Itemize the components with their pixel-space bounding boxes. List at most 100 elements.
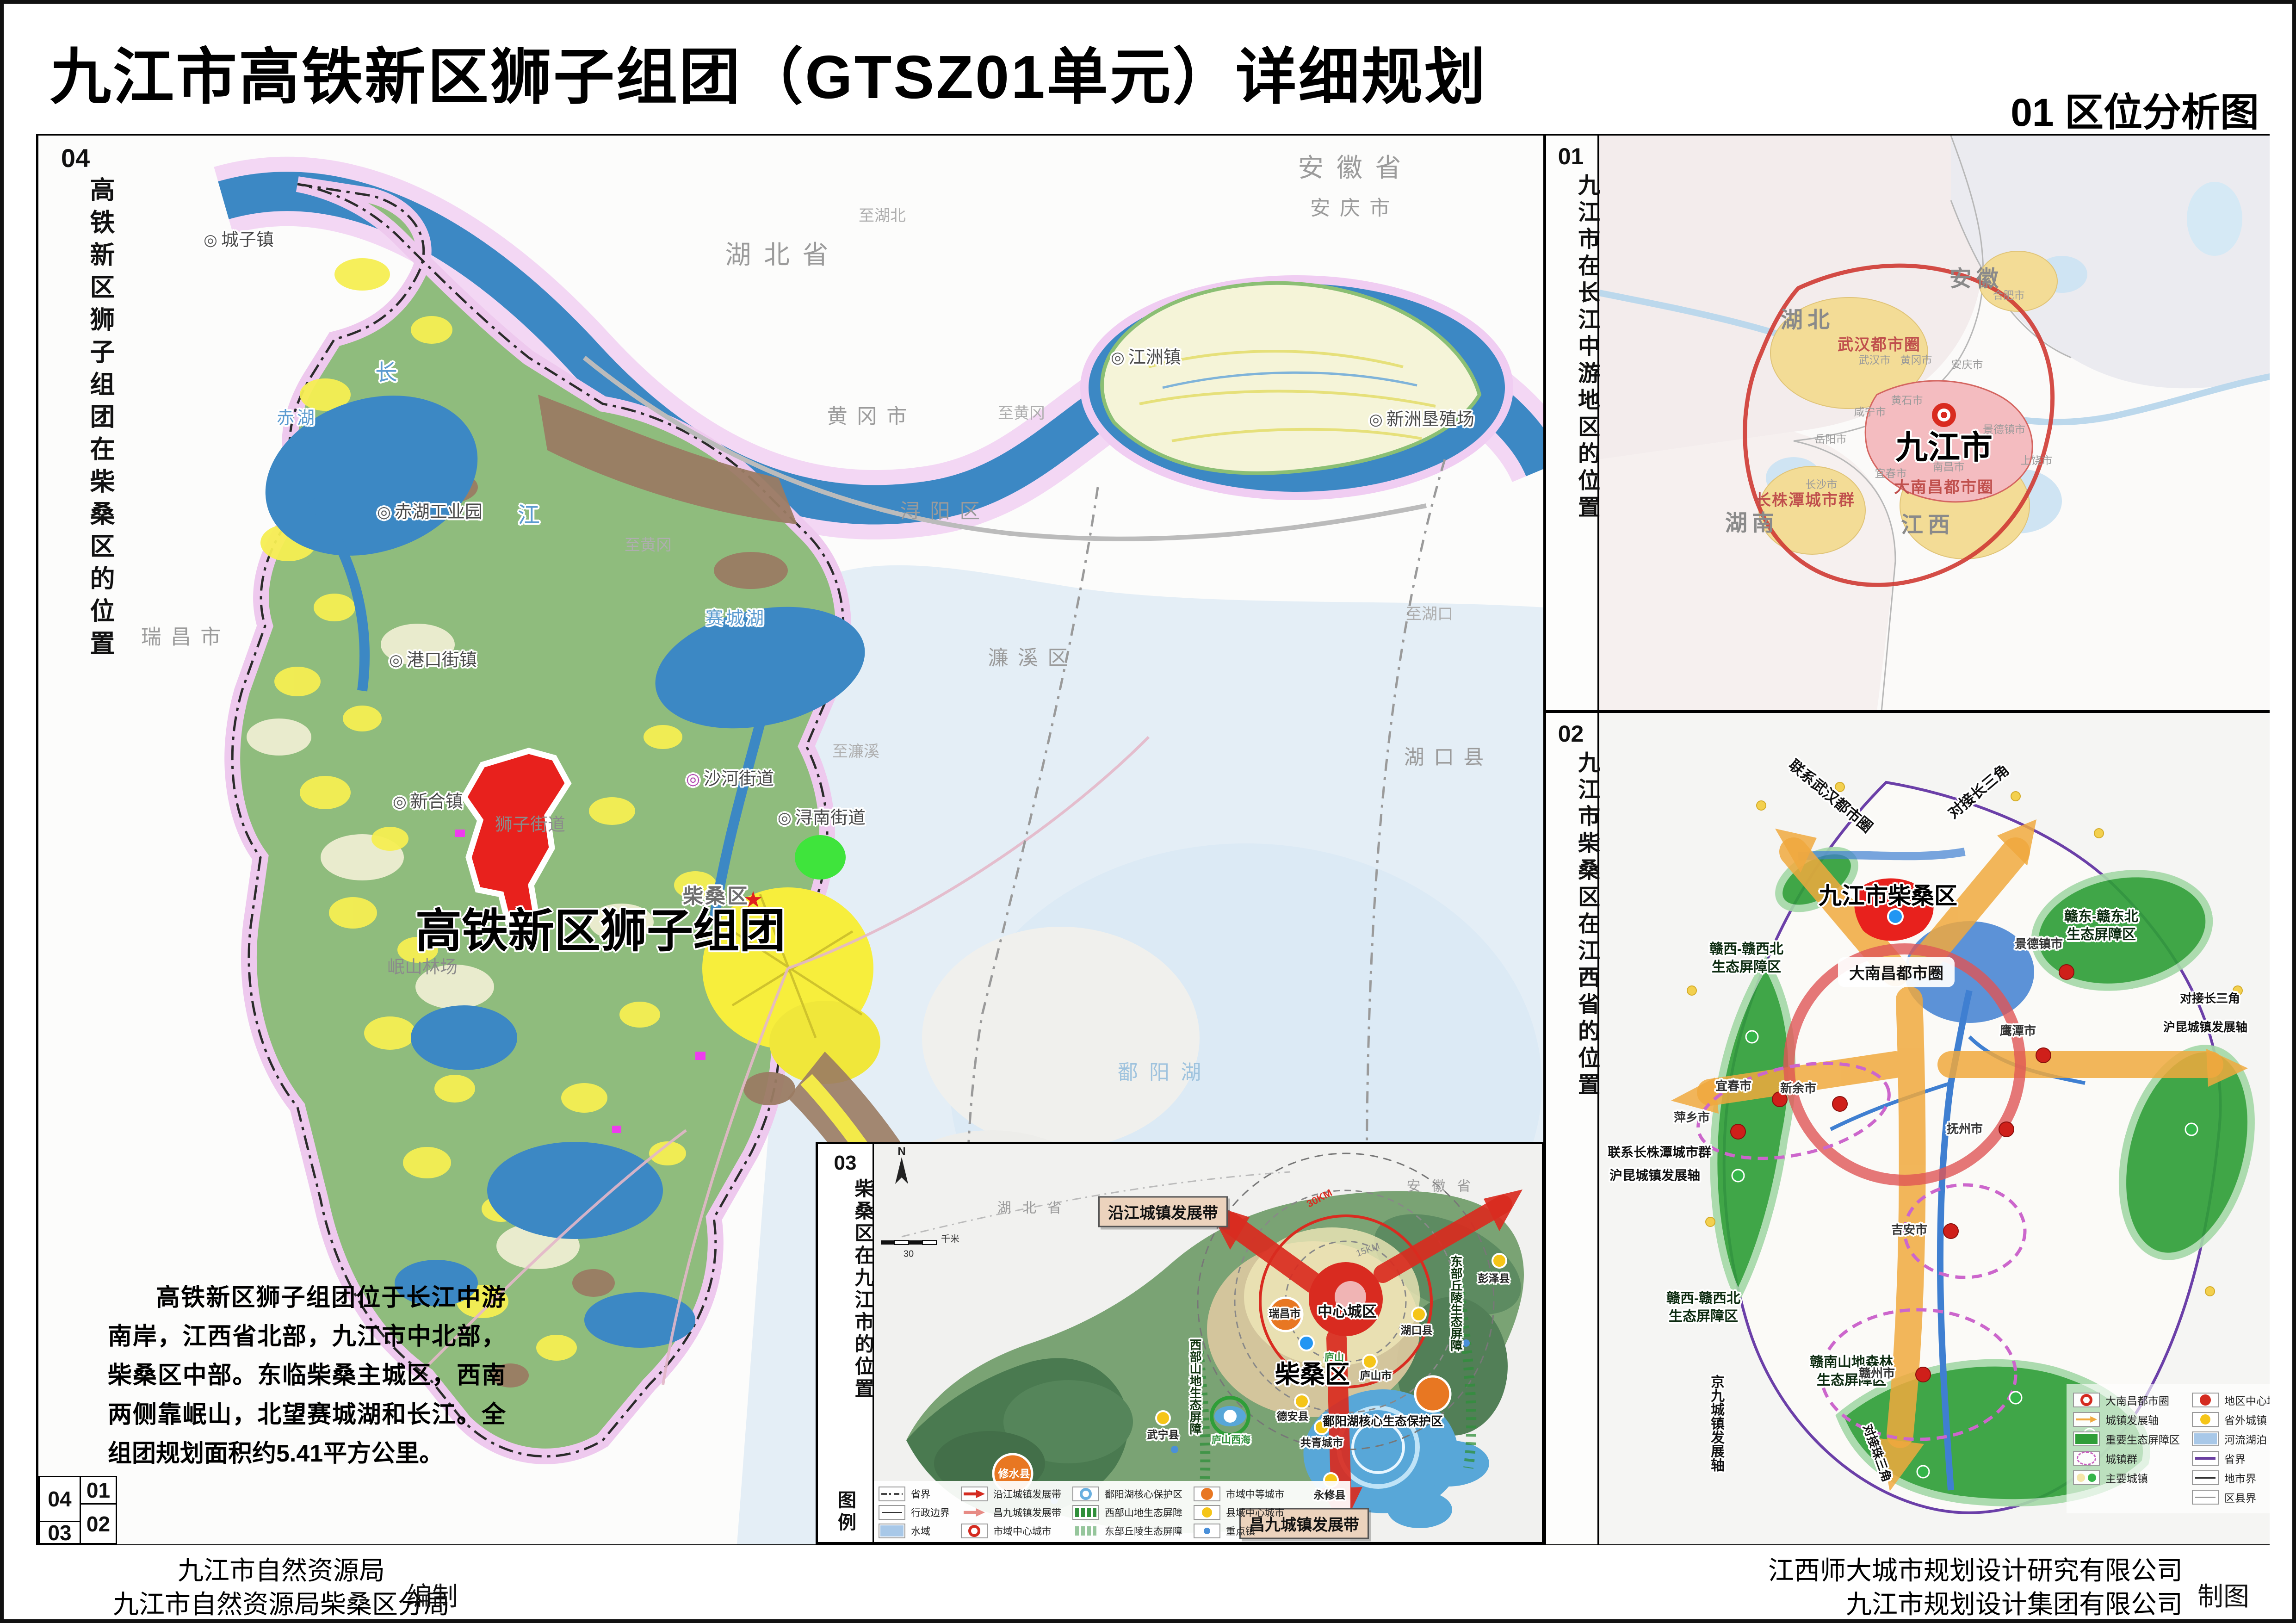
keymap-cell-01: 01 <box>80 1476 117 1505</box>
town-marker-icon: ◎ <box>389 651 403 669</box>
map-label: 湖 口 县 <box>1404 746 1486 769</box>
legend-item: 省界 <box>2192 1450 2270 1466</box>
district-star-icon: ★ <box>743 887 763 912</box>
county-label: 瑞昌市 <box>1269 1307 1301 1319</box>
panel-04-title-strip: 04 高铁新区狮子组团在柴桑区的位置 <box>38 136 114 1544</box>
axis-label: 京九城镇发展轴 <box>1708 1375 1724 1472</box>
legend-item: 河流湖泊 <box>2192 1431 2270 1447</box>
map-code-label: 01 区位分析图 <box>2011 91 2259 134</box>
panel-02-title-strip: 02 九江市柴桑区在江西省的位置 <box>1544 713 1599 1544</box>
road-label: 至湖北 <box>859 207 906 225</box>
footer-designer-role: 制图 <box>2197 1583 2249 1611</box>
legend-column: 省界 行政边界 水域 <box>879 1483 950 1542</box>
center-city-label: 中心城区 <box>1317 1303 1377 1320</box>
chaisang-label: 九江市柴桑区 <box>1819 883 1957 909</box>
lake-label: 赤湖 <box>276 409 318 428</box>
district-label: 柴桑区 <box>683 885 749 908</box>
map-label: 瑞 昌 市 <box>141 626 223 649</box>
city-label: 黄冈市 <box>1900 353 1932 366</box>
panel-03-title-strip: 03 柴桑区在九江市的位置 图例 <box>818 1144 874 1542</box>
eco-barrier-label: 赣南山地森林 生态屏障区 <box>1810 1355 1893 1388</box>
county-label: 德安县 <box>1276 1410 1309 1422</box>
legend-item: 城镇群 <box>2073 1450 2180 1466</box>
panel-04-number: 04 <box>61 143 90 173</box>
panel-03-city-location: 03 柴桑区在九江市的位置 图例 <box>816 1142 1544 1544</box>
belt-callout: 昌九城镇发展带 <box>1239 1508 1369 1539</box>
org-line: 江西师大城市规划设计研究有限公司 <box>1768 1557 2183 1586</box>
panel-01-title: 九江市在长江中游地区的位置 <box>1574 173 1599 522</box>
city-label: 长沙市 <box>1805 478 1838 490</box>
city-label: 安庆市 <box>1951 358 1983 371</box>
axis-label: 沪昆城镇发展轴 <box>1609 1168 1701 1183</box>
river-label: 长 <box>375 360 401 385</box>
road-label: 至黄冈 <box>625 536 672 554</box>
footer-compiler-role: 编制 <box>406 1583 458 1611</box>
keymap-cell-03: 03 <box>38 1521 81 1545</box>
axis-label: 联系长株潭城市群 <box>1607 1145 1712 1159</box>
page-title: 九江市高铁新区狮子组团（GTSZ01单元）详细规划 <box>50 43 1487 111</box>
panel-01-number: 01 <box>1558 143 1584 169</box>
legend-column: 市域中等城市 县域中心城市 重点镇 <box>1194 1483 1284 1542</box>
keymap-cell-02: 02 <box>80 1503 117 1544</box>
footer-compiler-orgs: 九江市自然资源局 九江市自然资源局柴桑区分局 <box>68 1555 494 1619</box>
org-line: 九江市自然资源局柴桑区分局 <box>113 1590 450 1619</box>
metro-circle-label: 大南昌都市圈 <box>1838 957 1955 987</box>
county-label: 湖口县 <box>1400 1324 1433 1336</box>
panel-01-regional-location: 01 九江市在长江中游地区的位置 <box>1544 136 2270 710</box>
city-label: 岳阳市 <box>1814 433 1847 445</box>
town-label: ◎ 新合镇 <box>393 792 463 812</box>
scale-number-label: 30 <box>903 1249 914 1259</box>
lake-label: 赛城湖 <box>705 609 767 629</box>
org-line: 九江市自然资源局 <box>178 1557 385 1586</box>
keymap-cell-04: 04 <box>38 1476 81 1522</box>
legend-item: 地区中心城市 <box>2192 1392 2270 1408</box>
road-label: 至黄冈 <box>998 404 1045 422</box>
county-label: 彭泽县 <box>1478 1272 1510 1284</box>
legend-column-left: 大南昌都市圈 城镇发展轴 重要生态屏障区 城镇群 主要城镇 <box>2073 1388 2180 1509</box>
legend-item: 重要生态屏障区 <box>2073 1431 2180 1447</box>
county-label: 武宁县 <box>1147 1428 1179 1441</box>
eco-barrier-label: 赣西-赣西北 生态屏障区 <box>1709 942 1783 975</box>
town-label: 狮子街道 <box>495 815 566 835</box>
town-marker-icon: ◎ <box>204 231 217 249</box>
legend-column: 鄱阳湖核心保护区 西部山地生态屏障 东部丘陵生态屏障 <box>1072 1483 1182 1542</box>
city-label: 宜春市 <box>1715 1079 1752 1093</box>
yangtze-midreach-map-graphic <box>1599 136 2270 710</box>
city-label: 鹰潭市 <box>1999 1024 2036 1038</box>
location-description: 高铁新区狮子组团位于长江中游南岸，江西省北部，九江市中北部，柴桑区中部。东临柴桑… <box>108 1284 506 1467</box>
county-label: 共青城市 <box>1300 1436 1343 1449</box>
belt-callout: 沿江城镇发展带 <box>1098 1196 1228 1227</box>
province-label: 湖 北 省 <box>997 1200 1065 1216</box>
panel-02-legend: 大南昌都市圈 城镇发展轴 重要生态屏障区 城镇群 主要城镇 地区中心城市 省外城… <box>2067 1384 2270 1513</box>
project-area-label: 高铁新区狮子组团 <box>415 905 786 957</box>
town-label: ◎ 江洲镇 <box>1111 348 1181 368</box>
city-label: 武汉市 <box>1858 353 1891 366</box>
eco-barrier-label: 赣西-赣西北 生态屏障区 <box>1666 1291 1740 1324</box>
panel-03-legend: 省界 行政边界 水域 沿江城镇发展带 昌九城镇发展带 市域中心城市 鄱阳湖核心保… <box>879 1483 1284 1542</box>
town-marker-icon: ◎ <box>393 793 407 811</box>
town-marker-icon: ◎ <box>1111 349 1125 367</box>
legend-column-right: 地区中心城市 省外城镇 河流湖泊 省界 地市界 区县界 <box>2192 1388 2270 1509</box>
city-label: 南昌市 <box>1932 460 1965 473</box>
town-label: ◎ 城子镇 <box>204 230 274 250</box>
city-label: 抚州市 <box>1946 1122 1983 1136</box>
map-label: 濂 溪 区 <box>988 646 1070 669</box>
map-label: 黄 冈 市 <box>827 405 909 428</box>
scale-unit-label: 千米 <box>941 1234 959 1245</box>
axis-label: 沪昆城镇发展轴 <box>2163 1020 2248 1035</box>
province-label: 湖南 <box>1725 511 1779 536</box>
province-label: 江西 <box>1900 513 1955 538</box>
map-label: 安 庆 市 <box>1310 197 1392 220</box>
town-marker-icon: ◎ <box>1369 411 1383 429</box>
city-label: 景德镇市 <box>1983 423 2025 435</box>
north-label: N <box>897 1145 906 1158</box>
eco-barrier-label: 西部山地生态屏障 <box>1188 1338 1202 1435</box>
metro-label: 大南昌都市圈 <box>1894 478 1994 496</box>
legend-item: 大南昌都市圈 <box>2073 1392 2180 1408</box>
legend-item: 区县界 <box>2192 1489 2270 1505</box>
county-label: 修水县 <box>998 1467 1030 1480</box>
panel-03-number: 03 <box>834 1152 857 1174</box>
city-label: 宜春市 <box>1875 467 1907 479</box>
panel-02-map: 联系武汉都市圈 对接长三角 九江市柴桑区 大南昌都市圈 赣西-赣西北 生态屏障区 … <box>1597 713 2270 1544</box>
